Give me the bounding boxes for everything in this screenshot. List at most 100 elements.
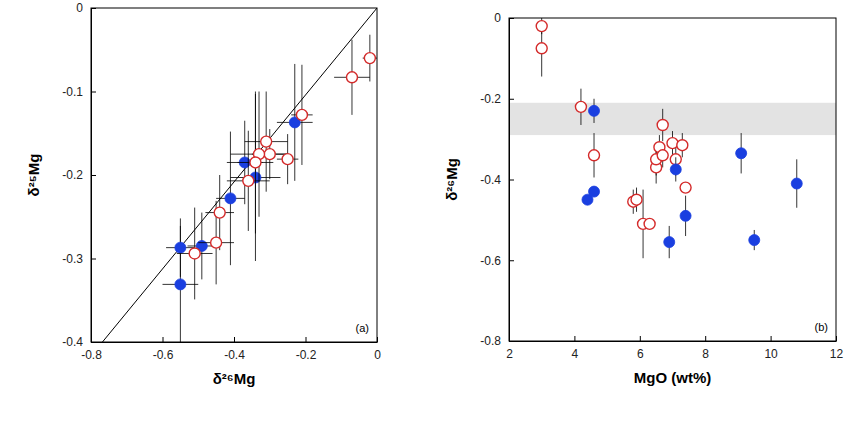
data-point <box>644 218 655 229</box>
tick-mark <box>705 336 706 341</box>
plot-area <box>102 8 377 342</box>
points <box>175 117 300 290</box>
tick-label: -0.6 <box>480 254 501 268</box>
data-point <box>261 136 272 147</box>
y-axis: -0.4-0.3-0.2-0.10 <box>62 1 96 349</box>
data-point <box>749 235 760 246</box>
tick-mark <box>836 336 837 341</box>
tick-mark <box>509 180 514 181</box>
tick: 12 <box>830 336 844 361</box>
tick-label: 6 <box>637 347 644 361</box>
tick-label: 8 <box>702 347 709 361</box>
tick-mark <box>509 341 514 342</box>
data-point <box>175 279 186 290</box>
reference-band <box>509 103 836 135</box>
tick-label: -0.3 <box>62 252 83 266</box>
error-bars <box>177 35 377 300</box>
data-point <box>282 154 293 165</box>
tick-label: 0 <box>374 348 381 362</box>
tick-mark <box>771 336 772 341</box>
data-point <box>791 178 802 189</box>
tick: 0 <box>76 1 96 15</box>
data-point <box>243 175 254 186</box>
tick-label: -0.2 <box>62 168 83 182</box>
tick-label: 0 <box>494 11 501 25</box>
tick: -0.2 <box>62 168 96 182</box>
data-point <box>589 186 600 197</box>
tick: 0 <box>374 337 381 362</box>
axis-line <box>510 341 837 342</box>
data-point <box>189 248 200 259</box>
tick: -0.4 <box>480 173 514 187</box>
tick-mark <box>91 8 96 9</box>
panel-label: (a) <box>356 322 369 334</box>
tick-mark <box>234 337 235 342</box>
tick-mark <box>509 18 514 19</box>
tick-mark <box>509 260 514 261</box>
plot-frame <box>91 8 377 342</box>
tick-label: 4 <box>572 347 579 361</box>
tick-label: -0.8 <box>480 334 501 348</box>
tick: -0.2 <box>296 337 317 362</box>
data-point <box>670 164 681 175</box>
tick-mark <box>509 99 514 100</box>
data-point <box>536 21 547 32</box>
tick-label: -0.4 <box>224 348 245 362</box>
points <box>189 53 375 259</box>
data-point <box>677 140 688 151</box>
panel: -0.8-0.6-0.4-0.20-0.4-0.3-0.2-0.10δ²⁶Mgδ… <box>25 1 381 387</box>
tick: -0.4 <box>224 337 245 362</box>
data-point <box>346 72 357 83</box>
tick-mark <box>91 342 96 343</box>
data-point <box>175 242 186 253</box>
data-point <box>264 149 275 160</box>
x-axis: 24681012 <box>506 336 843 361</box>
tick-label: -0.4 <box>62 335 83 349</box>
x-axis-title: δ²⁶Mg <box>213 370 256 387</box>
panel-label: (b) <box>815 321 828 333</box>
y-axis-title: δ²⁶Mg <box>443 158 460 201</box>
tick: 0 <box>494 11 514 25</box>
plot-area <box>509 18 836 258</box>
data-point <box>250 157 261 168</box>
data-point <box>657 119 668 130</box>
data-point <box>680 182 691 193</box>
tick: -0.2 <box>480 92 514 106</box>
tick: -0.4 <box>62 335 96 349</box>
panel: 24681012-0.8-0.6-0.4-0.20MgO (wt%)δ²⁶Mg(… <box>443 11 843 386</box>
tick-mark <box>91 175 96 176</box>
data-point <box>664 237 675 248</box>
tick-mark <box>574 336 575 341</box>
data-point <box>296 109 307 120</box>
tick-mark <box>377 337 378 342</box>
tick-mark <box>163 337 164 342</box>
data-point <box>225 193 236 204</box>
data-point <box>211 237 222 248</box>
tick: 10 <box>764 336 778 361</box>
tick: -0.6 <box>153 337 174 362</box>
points <box>536 21 691 230</box>
tick-label: 12 <box>830 347 844 361</box>
figure: -0.8-0.6-0.4-0.20-0.4-0.3-0.2-0.10δ²⁶Mgδ… <box>0 0 868 424</box>
tick: -0.8 <box>480 334 514 348</box>
data-point <box>657 150 668 161</box>
data-point <box>631 194 642 205</box>
data-point <box>736 148 747 159</box>
error-bars <box>542 18 683 258</box>
tick-label: -0.2 <box>296 348 317 362</box>
tick-label: -0.2 <box>480 92 501 106</box>
axis-line <box>92 342 378 343</box>
tick-mark <box>91 259 96 260</box>
tick-label: -0.6 <box>153 348 174 362</box>
y-axis-title: δ²⁵Mg <box>25 154 42 197</box>
data-point <box>214 207 225 218</box>
data-point <box>680 210 691 221</box>
data-point <box>589 105 600 116</box>
tick-label: -0.8 <box>81 348 102 362</box>
points <box>582 105 802 247</box>
tick: 6 <box>637 336 644 361</box>
error-bars <box>594 99 797 258</box>
tick-label: -0.4 <box>480 173 501 187</box>
data-point <box>575 101 586 112</box>
tick-label: 0 <box>76 1 83 15</box>
